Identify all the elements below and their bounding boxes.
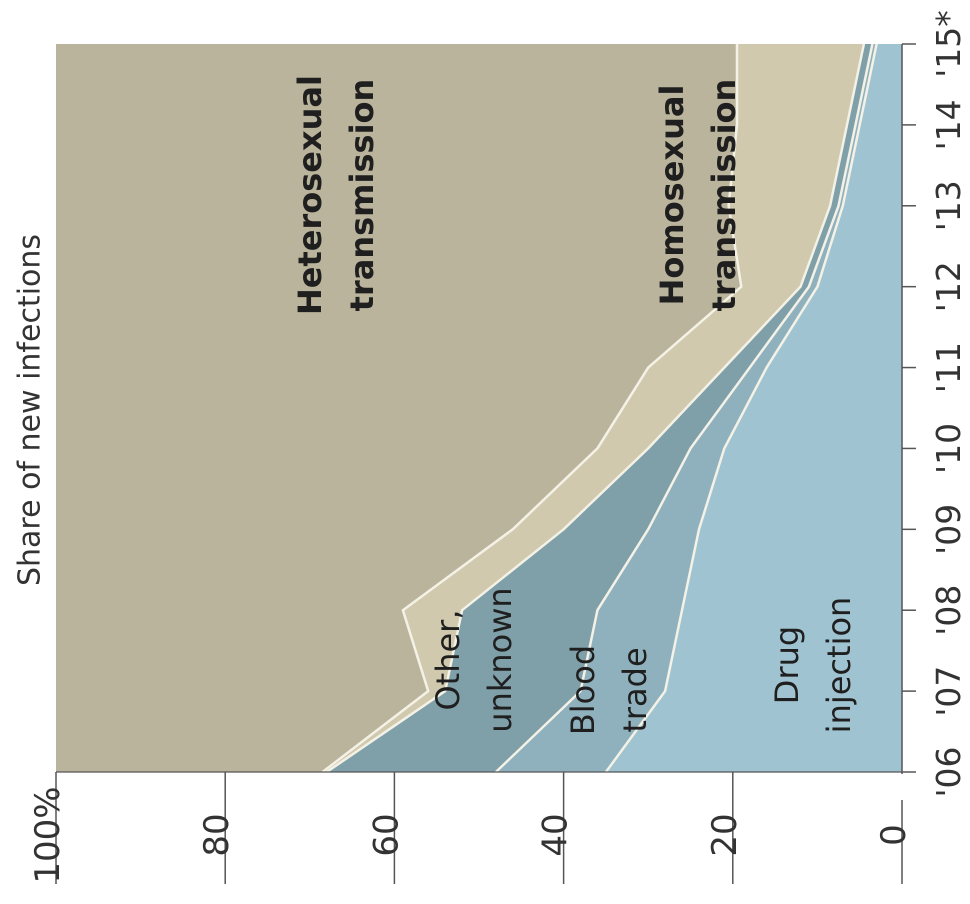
- year-label-3: '09: [929, 504, 968, 555]
- year-label-9: '15*: [929, 10, 968, 78]
- year-label-1: '07: [929, 666, 968, 717]
- value-label-100: 100%: [28, 786, 68, 883]
- series-label-other-unknown-0: Other,: [429, 609, 467, 710]
- boundary-homosexual-transmission: [321, 44, 743, 773]
- year-label-8: '14: [929, 99, 968, 150]
- value-label-60: 60: [366, 813, 406, 856]
- area-heterosexual-transmission: [56, 44, 742, 772]
- series-label-other-unknown-1: unknown: [481, 587, 519, 732]
- series-label-homosexual-transmission-1: transmission: [705, 79, 743, 312]
- boundary-other-unknown: [325, 43, 866, 774]
- value-label-0: 0: [874, 824, 914, 846]
- chart-title: Share of new infections: [13, 234, 48, 586]
- axes: '06 '07 '08 '09 '10 '11 '12 '13 '14 '15* 0 20 40 60 80…: [28, 10, 968, 884]
- series-label-heterosexual-transmission-0: Heterosexual: [291, 75, 329, 315]
- series-label-drug-injection-0: Drug: [768, 626, 806, 704]
- year-label-0: '06: [929, 746, 968, 797]
- boundary-drug-injection: [604, 43, 878, 773]
- boundary-blood-trade: [495, 43, 874, 773]
- value-label-40: 40: [536, 813, 576, 856]
- area-homosexual-transmission: [322, 44, 864, 772]
- year-label-5: '11: [929, 342, 968, 393]
- year-label-7: '13: [929, 180, 968, 231]
- area-drug-injection: [605, 44, 902, 772]
- series-label-homosexual-transmission-0: Homosexual: [653, 85, 691, 306]
- year-label-6: '12: [929, 261, 968, 312]
- area-layers: [56, 44, 902, 772]
- year-label-4: '10: [929, 423, 968, 474]
- series-label-heterosexual-transmission-1: transmission: [343, 79, 381, 312]
- series-label-blood-trade-0: Blood: [564, 645, 602, 735]
- series-label-drug-injection-1: injection: [820, 597, 858, 734]
- series-label-blood-trade-1: trade: [616, 647, 654, 732]
- boundary-lines: [321, 43, 878, 774]
- value-label-80: 80: [197, 813, 237, 856]
- value-label-20: 20: [705, 813, 745, 856]
- year-label-2: '08: [929, 585, 968, 636]
- labels: Share of new infections Drug injection Bloo…: [13, 75, 859, 735]
